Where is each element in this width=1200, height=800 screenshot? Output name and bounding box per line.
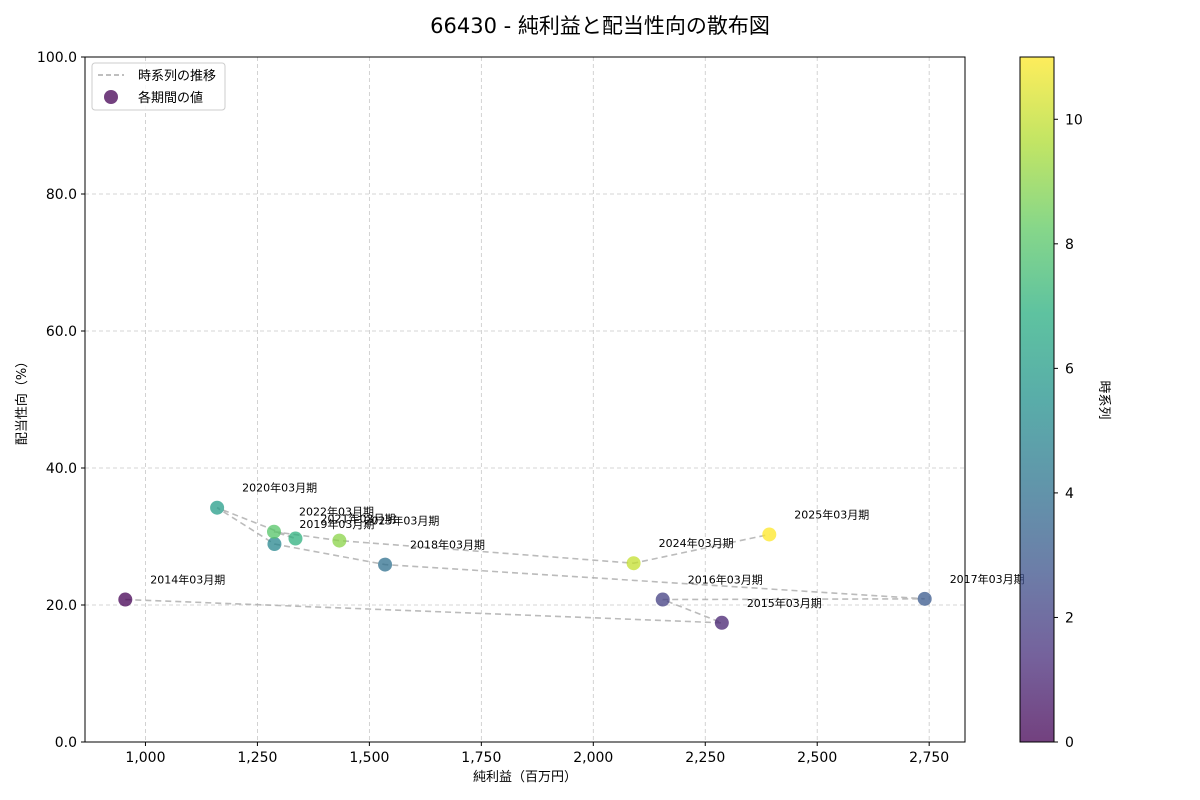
colorbar-tick-label: 8	[1065, 237, 1074, 253]
colorbar-label: 時系列	[1096, 380, 1111, 419]
trend-line-group	[125, 506, 925, 624]
legend-marker-label: 各期間の値	[138, 90, 203, 106]
y-tick-label: 0.0	[55, 735, 77, 751]
data-point	[267, 537, 282, 552]
x-tick-label: 1,250	[237, 750, 277, 766]
point-label: 2016年03月期	[688, 573, 763, 587]
data-point	[118, 592, 133, 607]
colorbar-gradient	[1019, 56, 1055, 743]
y-tick-label: 60.0	[46, 324, 77, 340]
legend-line-label: 時系列の推移	[138, 69, 216, 84]
point-label: 2018年03月期	[410, 538, 485, 552]
point-labels: 2014年03月期 2015年03月期 2016年03月期 2017年03月期 2018…	[150, 481, 1024, 610]
data-point	[917, 591, 932, 606]
point-label: 2021年03月期	[320, 512, 395, 526]
legend: 時系列の推移 各期間の値	[91, 62, 226, 111]
data-point	[266, 524, 281, 539]
chart-title: 66430 - 純利益と配当性向の散布図	[430, 14, 770, 38]
point-label: 2023年03月期	[364, 514, 439, 528]
trend-line	[125, 506, 925, 624]
data-point	[714, 615, 729, 630]
data-point	[762, 527, 777, 542]
x-tick-label: 2,250	[685, 750, 725, 766]
point-label: 2020年03月期	[242, 481, 317, 495]
point-label: 2017年03月期	[950, 572, 1025, 586]
colorbar-tick-label: 6	[1065, 361, 1074, 377]
colorbar-ticks: 0 2 4 6 8 10	[1054, 112, 1083, 751]
y-tick-label: 40.0	[46, 461, 77, 477]
x-tick-label: 1,500	[349, 750, 389, 766]
data-point	[626, 556, 641, 571]
colorbar-tick-label: 0	[1065, 735, 1074, 751]
grid-lines	[85, 56, 965, 743]
legend-box	[91, 62, 226, 111]
plot-frame	[84, 56, 966, 743]
point-label: 2019年03月期	[299, 517, 374, 531]
x-tick-label: 1,000	[125, 750, 165, 766]
y-axis-label: 配当性向（%）	[14, 355, 30, 445]
data-point	[210, 500, 225, 515]
y-tick-label: 20.0	[46, 598, 77, 614]
data-point	[655, 592, 670, 607]
point-label: 2014年03月期	[150, 573, 225, 587]
colorbar-tick-label: 10	[1065, 112, 1083, 128]
data-point	[378, 557, 393, 572]
x-tick-label: 2,500	[797, 750, 837, 766]
y-tick-label: 100.0	[37, 50, 77, 66]
x-axis-label: 純利益（百万円）	[473, 770, 577, 785]
x-tick-label: 2,000	[573, 750, 613, 766]
x-axis-ticks: 1,000 1,250 1,500 1,750 2,000 2,250 2,500 2,750	[125, 742, 949, 766]
colorbar-tick-label: 4	[1065, 486, 1074, 502]
legend-marker-swatch	[104, 90, 118, 104]
data-point	[332, 533, 347, 548]
x-tick-label: 2,750	[909, 750, 949, 766]
data-point	[288, 531, 303, 546]
point-label: 2024年03月期	[659, 536, 734, 550]
y-axis-ticks: 0.0 20.0 40.0 60.0 80.0 100.0	[37, 50, 85, 751]
y-tick-label: 80.0	[46, 187, 77, 203]
point-label: 2015年03月期	[747, 596, 822, 610]
colorbar-tick-label: 2	[1065, 610, 1074, 626]
x-tick-label: 1,750	[461, 750, 501, 766]
point-label: 2022年03月期	[299, 505, 374, 519]
data-points	[118, 500, 932, 630]
colorbar: 0 2 4 6 8 10 時系列	[1019, 56, 1111, 751]
point-label: 2025年03月期	[794, 507, 869, 521]
